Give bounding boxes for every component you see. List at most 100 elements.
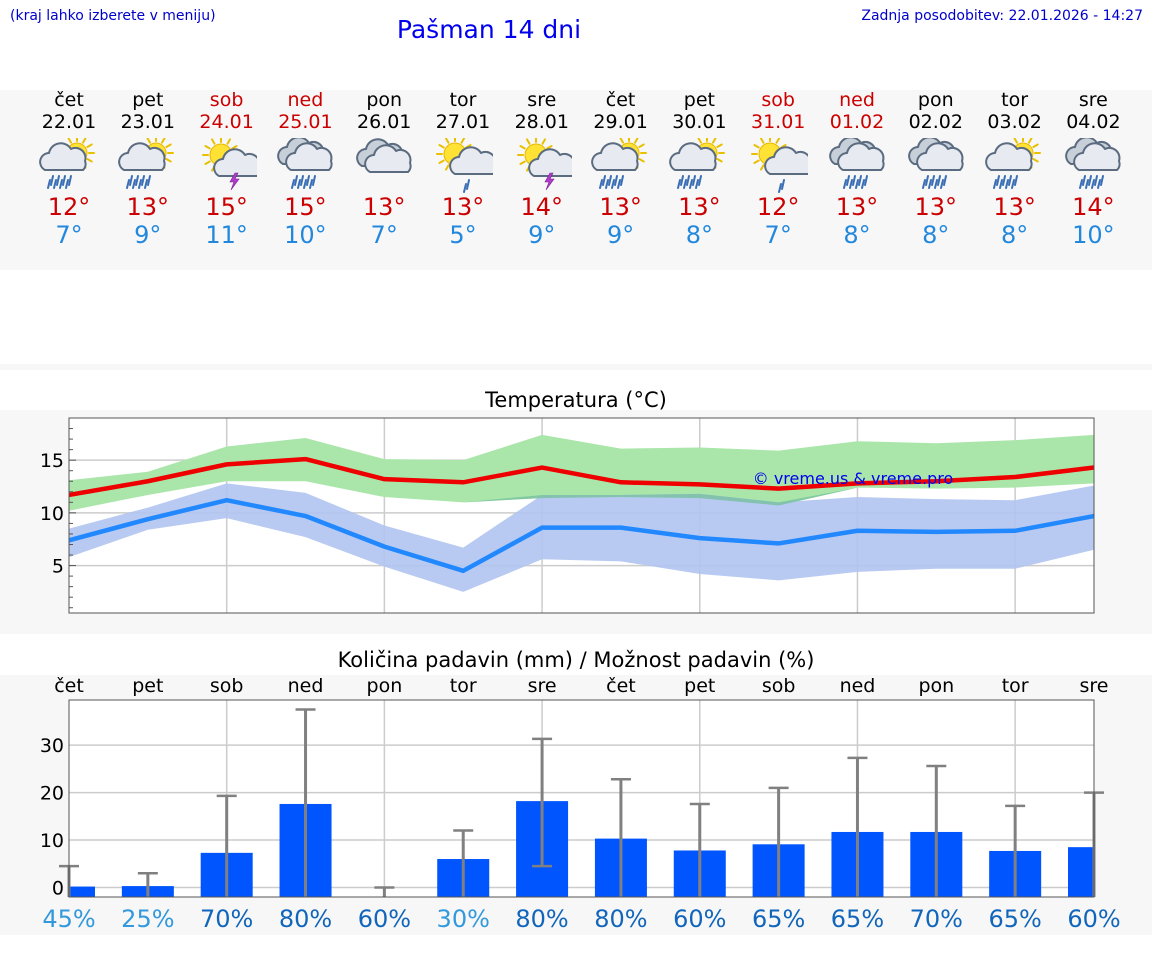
day-date: 02.02 [908, 111, 963, 133]
temp-max: 15° [284, 193, 327, 221]
temp-min: 7° [370, 221, 398, 249]
day-forecast: ned 01.02 13° 8° [812, 90, 902, 250]
temp-max: 15° [205, 193, 248, 221]
forecast-band [0, 90, 1152, 270]
y-tick-label: 20 [40, 783, 64, 805]
sun-cloud-rain-icon [669, 138, 726, 189]
x-tick-label: ned [840, 675, 876, 697]
x-tick-label: sre [528, 675, 557, 697]
min-temp-band [69, 483, 1094, 592]
x-tick-label: tor [450, 675, 477, 697]
day-forecast: sob 24.01 15° 11° [182, 90, 272, 250]
precipitation-chart: 0 10 20 30 čet pet sob ned pon tor sre čet pet sob ned… [40, 675, 1121, 933]
x-tick-label: tor [1002, 675, 1029, 697]
sun-thunder-icon [201, 138, 257, 191]
x-tick-label: čet [54, 675, 84, 697]
cloud-rain-icon [829, 138, 885, 189]
day-name: tor [1001, 89, 1029, 111]
day-name: čet [605, 89, 636, 111]
forecast-strip: čet 22.01 12° 7° pet 23.01 13° 9° sob 24.01 15° 11°… [0, 90, 1152, 270]
x-tick-label: ned [288, 675, 324, 697]
day-name: sob [209, 89, 244, 111]
temp-max: 12° [756, 193, 800, 221]
day-date: 04.02 [1066, 111, 1121, 133]
day-name: pet [683, 89, 715, 111]
precip-bar [69, 886, 95, 897]
temp-max: 13° [599, 193, 642, 221]
precip-probability: 65% [988, 905, 1041, 933]
day-date: 24.01 [199, 111, 254, 133]
precip-probability: 25% [121, 905, 174, 933]
divider-band [0, 364, 1152, 370]
precip-probability: 70% [200, 905, 253, 933]
day-date: 29.01 [593, 111, 648, 133]
temp-max: 13° [441, 193, 485, 221]
temp-min: 5° [449, 221, 477, 249]
temp-max: 13° [362, 193, 406, 221]
watermark: © vreme.us & vreme.pro [753, 469, 954, 488]
day-date: 28.01 [514, 111, 569, 133]
day-forecast: sre 04.02 14° 10° [1048, 90, 1138, 250]
temp-min: 8° [1000, 221, 1029, 249]
day-forecast: ned 25.01 15° 10° [260, 90, 350, 250]
temp-min: 9° [134, 221, 162, 249]
menu-note: (kraj lahko izberete v meniju) [10, 8, 216, 24]
day-date: 23.01 [120, 111, 175, 133]
temp-min: 7° [764, 221, 792, 249]
sun-thunder-icon [516, 138, 572, 191]
precip-probability: 45% [42, 905, 95, 933]
day-name: sre [1078, 89, 1108, 111]
min-temp-line [68, 497, 1095, 574]
temp-min: 10° [284, 221, 327, 249]
day-forecast: sob 31.01 12° 7° [733, 90, 823, 250]
precip-probability: 60% [673, 905, 726, 933]
precip-bar [1068, 847, 1094, 897]
last-update: Zadnja posodobitev: 22.01.2026 - 14:27 [861, 8, 1143, 24]
day-forecast: tor 03.02 13° 8° [970, 90, 1060, 250]
day-name: tor [449, 89, 477, 111]
precip-probability: 80% [515, 905, 568, 933]
day-name: pon [366, 89, 403, 111]
x-tick-label: čet [606, 675, 636, 697]
temp-max: 13° [678, 193, 721, 221]
temp-max: 13° [914, 193, 958, 221]
precip-probability: 65% [752, 905, 805, 933]
temp-max: 14° [1072, 193, 1115, 221]
temp-max: 13° [126, 193, 170, 221]
sun-cloud-rain-icon [590, 138, 647, 189]
precip-probability: 65% [831, 905, 884, 933]
precip-frame [68, 699, 1095, 898]
temp-min: 8° [922, 221, 950, 249]
temp-min: 8° [843, 221, 871, 249]
x-tick-label: pon [367, 675, 403, 697]
day-name: ned [287, 89, 324, 111]
temp-min: 10° [1072, 221, 1115, 249]
sun-cloud-light-rain-icon [436, 138, 493, 193]
precip-probability: 60% [358, 905, 411, 933]
day-date: 03.02 [987, 111, 1042, 133]
temp-max: 12° [47, 193, 91, 221]
x-tick-label: pon [918, 675, 954, 697]
day-date: 30.01 [672, 111, 727, 133]
page-title: Pašman 14 dni [396, 15, 582, 44]
temp-max: 13° [993, 193, 1036, 221]
x-tick-label: sob [210, 675, 244, 697]
x-tick-label: sre [1080, 675, 1109, 697]
precipitation-chart-title: Količina padavin (mm) / Možnost padavin … [337, 648, 815, 672]
temp-max: 13° [835, 193, 879, 221]
day-date: 26.01 [356, 111, 412, 133]
temp-max: 14° [520, 193, 564, 221]
temp-min: 9° [606, 221, 635, 249]
cloud-rain-icon [1065, 138, 1121, 189]
x-tick-label: pet [684, 675, 715, 697]
precip-probability: 30% [437, 905, 490, 933]
day-name: pon [917, 89, 954, 111]
day-forecast: pet 23.01 13° 9° [103, 90, 193, 250]
x-tick-label: pet [132, 675, 163, 697]
day-date: 22.01 [41, 111, 97, 133]
day-name: čet [54, 89, 84, 111]
day-date: 25.01 [278, 111, 333, 133]
day-name: sob [761, 89, 795, 111]
temp-min: 9° [528, 221, 556, 249]
y-tick-label: 10 [40, 830, 64, 852]
